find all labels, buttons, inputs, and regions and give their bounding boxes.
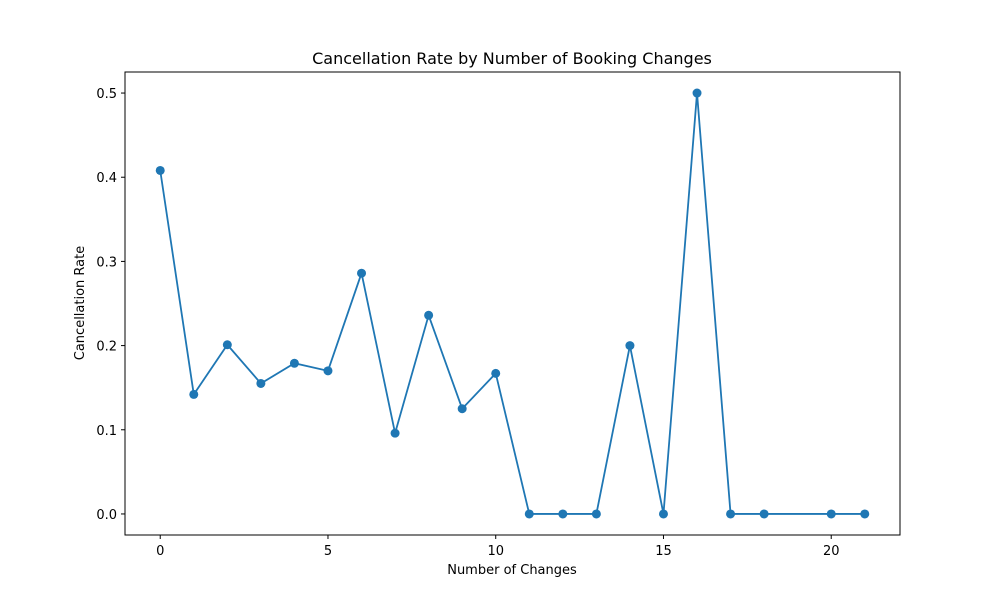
data-point [625,341,635,351]
data-point [323,366,333,376]
data-point [524,509,534,519]
data-point [289,358,299,368]
data-point [256,378,266,388]
data-point [390,428,400,438]
x-tick-label: 10 [487,544,504,559]
x-tick-label: 20 [823,544,840,559]
y-axis-ticks: 0.0 0.1 0.2 0.3 0.4 0.5 [96,87,125,523]
data-point [558,509,568,519]
y-tick-label: 0.3 [96,255,117,270]
y-tick-label: 0.1 [96,424,117,439]
x-tick-label: 5 [324,544,332,559]
x-axis-ticks: 0 5 10 15 20 [156,535,839,559]
data-point [692,88,702,98]
data-point [726,509,736,519]
x-tick-label: 0 [156,544,164,559]
data-point [826,509,836,519]
data-point [155,165,165,175]
data-point [357,268,367,278]
plot-series [155,88,870,519]
data-point [457,404,467,414]
plot-frame [124,71,901,536]
chart-title: Cancellation Rate by Number of Booking C… [312,49,712,68]
data-point [424,310,434,320]
y-tick-label: 0.4 [96,171,117,186]
x-axis-label: Number of Changes [447,563,577,578]
data-point [222,340,232,350]
data-point [189,389,199,399]
data-point [591,509,601,519]
y-tick-label: 0.5 [96,87,117,102]
data-point [491,368,501,378]
series-line [159,92,865,515]
x-tick-label: 15 [655,544,672,559]
data-point [658,509,668,519]
y-tick-label: 0.2 [96,340,117,355]
data-point [860,509,870,519]
data-point [759,509,769,519]
y-tick-label: 0.0 [96,508,117,523]
y-axis-label: Cancellation Rate [73,246,88,360]
